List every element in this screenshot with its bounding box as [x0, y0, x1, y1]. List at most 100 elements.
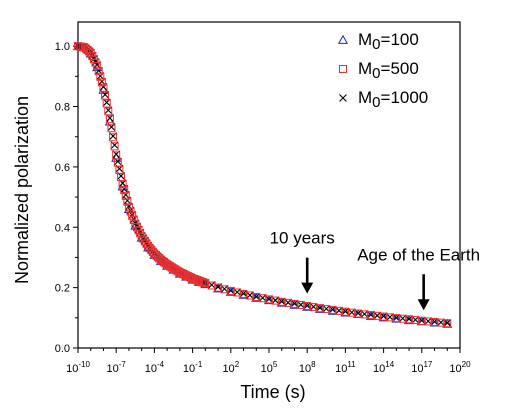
- x-tick-label: 102: [222, 360, 239, 375]
- cross-stroke: [252, 292, 261, 301]
- data-point: [303, 302, 312, 311]
- data-point: [96, 72, 105, 81]
- data-point: [201, 279, 210, 288]
- legend-label-base: M: [358, 59, 372, 78]
- cross-stroke: [214, 283, 222, 291]
- data-point: [327, 305, 338, 315]
- data-point: [124, 203, 133, 212]
- data-point: [316, 303, 324, 312]
- legend-label-subscript: 0: [372, 65, 380, 82]
- data-point: [430, 317, 439, 326]
- data-point: [335, 306, 344, 315]
- cross-stroke: [339, 94, 347, 102]
- x-tick-label-exponent: 20: [462, 360, 471, 369]
- data-point: [99, 83, 108, 92]
- cross-stroke: [284, 298, 292, 307]
- cross-stroke: [443, 319, 452, 327]
- data-point: [405, 315, 414, 324]
- data-point: [252, 292, 261, 301]
- cross-stroke: [437, 318, 445, 327]
- x-tick-label-base: 10: [66, 363, 78, 375]
- x-tick-label-base: 10: [183, 363, 195, 375]
- data-point: [118, 180, 127, 189]
- x-tick-label-base: 10: [299, 363, 311, 375]
- data-point: [347, 308, 356, 317]
- legend-label: M0=100: [358, 30, 419, 53]
- data-point: [392, 313, 401, 322]
- legend-label: M0=1000: [358, 88, 428, 111]
- y-tick-label: 0.0: [55, 343, 70, 355]
- x-tick-label-exponent: 11: [347, 360, 356, 369]
- data-point: [437, 318, 445, 327]
- data-point: [309, 302, 318, 311]
- cross-stroke: [424, 317, 433, 326]
- cross-stroke: [265, 295, 273, 303]
- data-point: [213, 283, 224, 293]
- data-point: [392, 314, 401, 323]
- cross-stroke: [328, 305, 337, 314]
- y-tick-label: 0.8: [55, 102, 70, 114]
- data-point: [303, 301, 312, 310]
- data-point: [290, 299, 299, 308]
- data-point: [239, 289, 248, 298]
- x-tick-label-base: 10: [373, 363, 385, 375]
- data-point: [379, 312, 388, 321]
- data-point: [335, 306, 343, 315]
- data-point: [340, 307, 351, 317]
- data-point: [373, 311, 382, 320]
- x-tick-label-exponent: 8: [311, 360, 316, 369]
- data-point: [302, 301, 313, 311]
- y-tick-label: 0.4: [55, 222, 70, 234]
- cross-stroke: [296, 300, 305, 309]
- data-point: [322, 304, 331, 313]
- data-point: [284, 298, 292, 307]
- data-point: [366, 311, 375, 320]
- cross-stroke: [322, 304, 331, 313]
- cross-stroke: [347, 308, 356, 317]
- data-point: [225, 286, 236, 296]
- cross-stroke: [226, 286, 235, 295]
- data-point: [101, 91, 110, 100]
- data-point: [314, 303, 325, 313]
- data-point: [328, 305, 337, 314]
- data-point: [117, 173, 126, 182]
- data-point: [226, 286, 235, 295]
- cross-stroke: [354, 309, 363, 318]
- data-point: [207, 281, 216, 290]
- data-point: [411, 315, 420, 324]
- x-tick-label-exponent: -1: [195, 360, 203, 369]
- data-point: [245, 291, 254, 300]
- cross-stroke: [239, 289, 248, 298]
- data-point: [328, 305, 337, 314]
- arrow-head: [417, 299, 430, 311]
- annotations: 10 years Age of the Earth: [270, 229, 480, 311]
- cross-stroke: [277, 297, 286, 306]
- data-point: [271, 296, 280, 305]
- legend-item-M0=500: M0=500: [339, 59, 419, 82]
- data-point: [110, 142, 119, 151]
- data-point: [277, 297, 286, 306]
- data-point: [417, 316, 426, 325]
- series-M0=500: [74, 42, 452, 328]
- data-point: [115, 165, 124, 174]
- data-point: [94, 67, 103, 76]
- data-point: [93, 61, 102, 70]
- data-point: [296, 300, 305, 309]
- data-point: [233, 288, 242, 297]
- data-point: [239, 289, 248, 298]
- x-tick-label: 10-7: [107, 360, 127, 375]
- cross-stroke: [220, 284, 229, 293]
- data-point: [220, 284, 229, 293]
- y-axis: 0.0 0.2 0.4 0.6 0.8 1.0: [55, 41, 78, 355]
- x-tick-label-base: 10: [335, 363, 347, 375]
- x-tick-label: 1017: [411, 360, 433, 375]
- legend-label-value: =100: [381, 30, 419, 49]
- data-point: [128, 211, 137, 220]
- data-point: [378, 312, 389, 322]
- data-point: [315, 304, 324, 313]
- data-point: [120, 186, 129, 195]
- x-tick-label: 105: [261, 360, 278, 375]
- data-point: [214, 283, 223, 292]
- data-point: [411, 316, 420, 325]
